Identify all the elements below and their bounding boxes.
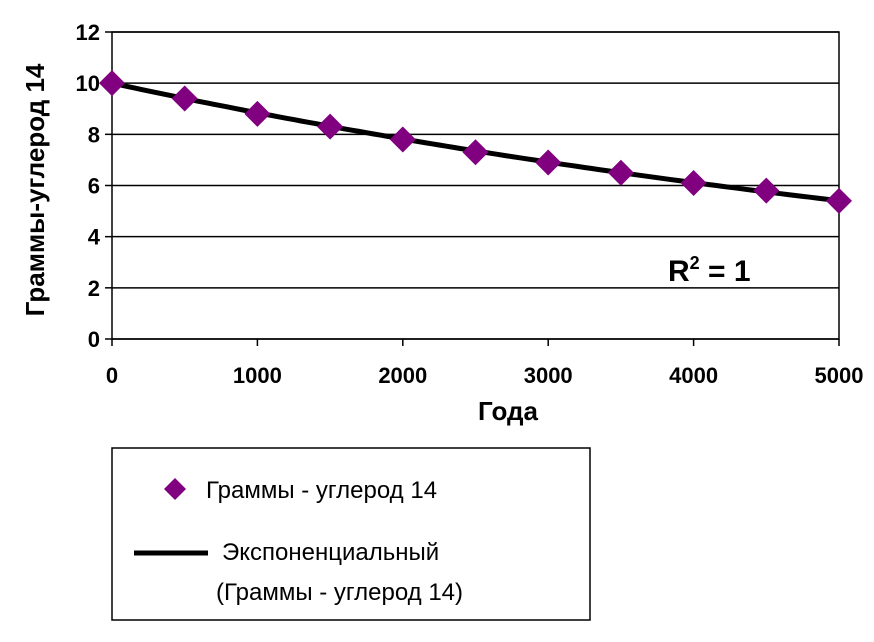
y-tick-label: 6 bbox=[88, 174, 100, 199]
data-point bbox=[317, 113, 344, 140]
data-point bbox=[535, 149, 562, 176]
data-points bbox=[99, 70, 852, 214]
r-squared-base: R bbox=[668, 255, 690, 288]
x-tick-label: 1000 bbox=[233, 363, 282, 388]
data-point bbox=[680, 169, 707, 196]
legend-diamond-marker bbox=[164, 478, 186, 500]
x-tick-label: 2000 bbox=[378, 363, 427, 388]
y-tick-label: 8 bbox=[88, 122, 100, 147]
y-tick-label: 12 bbox=[76, 20, 100, 45]
tick-labels: 0 2 4 6 8 10 12 0 1000 2000 3000 4000 5000 bbox=[76, 20, 864, 388]
data-point bbox=[389, 126, 416, 153]
y-tick-label: 0 bbox=[88, 327, 100, 352]
x-tick-label: 3000 bbox=[524, 363, 573, 388]
y-axis-title: Граммы-углерод 14 bbox=[20, 63, 50, 316]
legend-box bbox=[111, 447, 591, 621]
x-tick-label: 5000 bbox=[815, 363, 864, 388]
x-axis-title: Года bbox=[478, 396, 538, 426]
data-point bbox=[826, 187, 852, 214]
data-point bbox=[607, 159, 634, 186]
legend-series-label: Граммы - углерод 14 bbox=[206, 477, 437, 504]
r-squared-value: = 1 bbox=[700, 255, 751, 288]
legend-trendline-label-2: (Граммы - углерод 14) bbox=[216, 579, 463, 606]
legend-trendline-label-1: Экспоненциальный bbox=[222, 539, 439, 566]
x-tick-label: 4000 bbox=[669, 363, 718, 388]
legend: Граммы - углерод 14 Экспоненциальный (Гр… bbox=[111, 447, 591, 621]
data-point bbox=[462, 139, 489, 166]
data-point bbox=[99, 70, 125, 97]
r-squared-annotation: R2 = 1 bbox=[668, 253, 751, 288]
data-point bbox=[244, 100, 271, 127]
data-point bbox=[171, 85, 198, 112]
r-squared-superscript: 2 bbox=[690, 253, 700, 273]
data-point bbox=[753, 177, 780, 204]
y-tick-label: 4 bbox=[88, 225, 101, 250]
y-tick-label: 10 bbox=[76, 71, 100, 96]
y-tick-label: 2 bbox=[88, 276, 100, 301]
x-tick-label: 0 bbox=[106, 363, 118, 388]
